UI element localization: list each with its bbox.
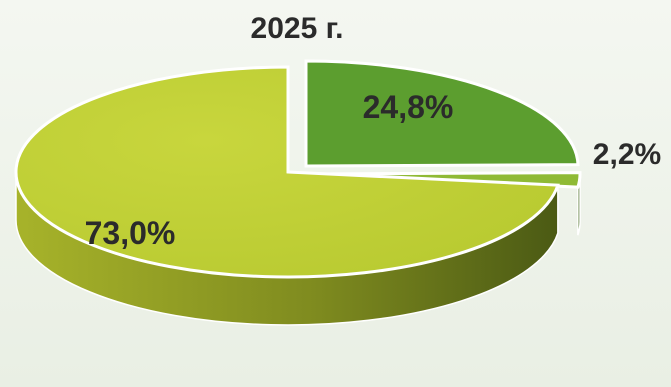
pie-slice (14, 65, 560, 279)
pie-slice (304, 59, 580, 168)
slice-label: 73,0% (85, 215, 176, 251)
chart-title: 2025 г. (251, 12, 344, 45)
slice-label: 24,8% (363, 89, 454, 125)
slice-label: 2,2% (593, 138, 661, 171)
